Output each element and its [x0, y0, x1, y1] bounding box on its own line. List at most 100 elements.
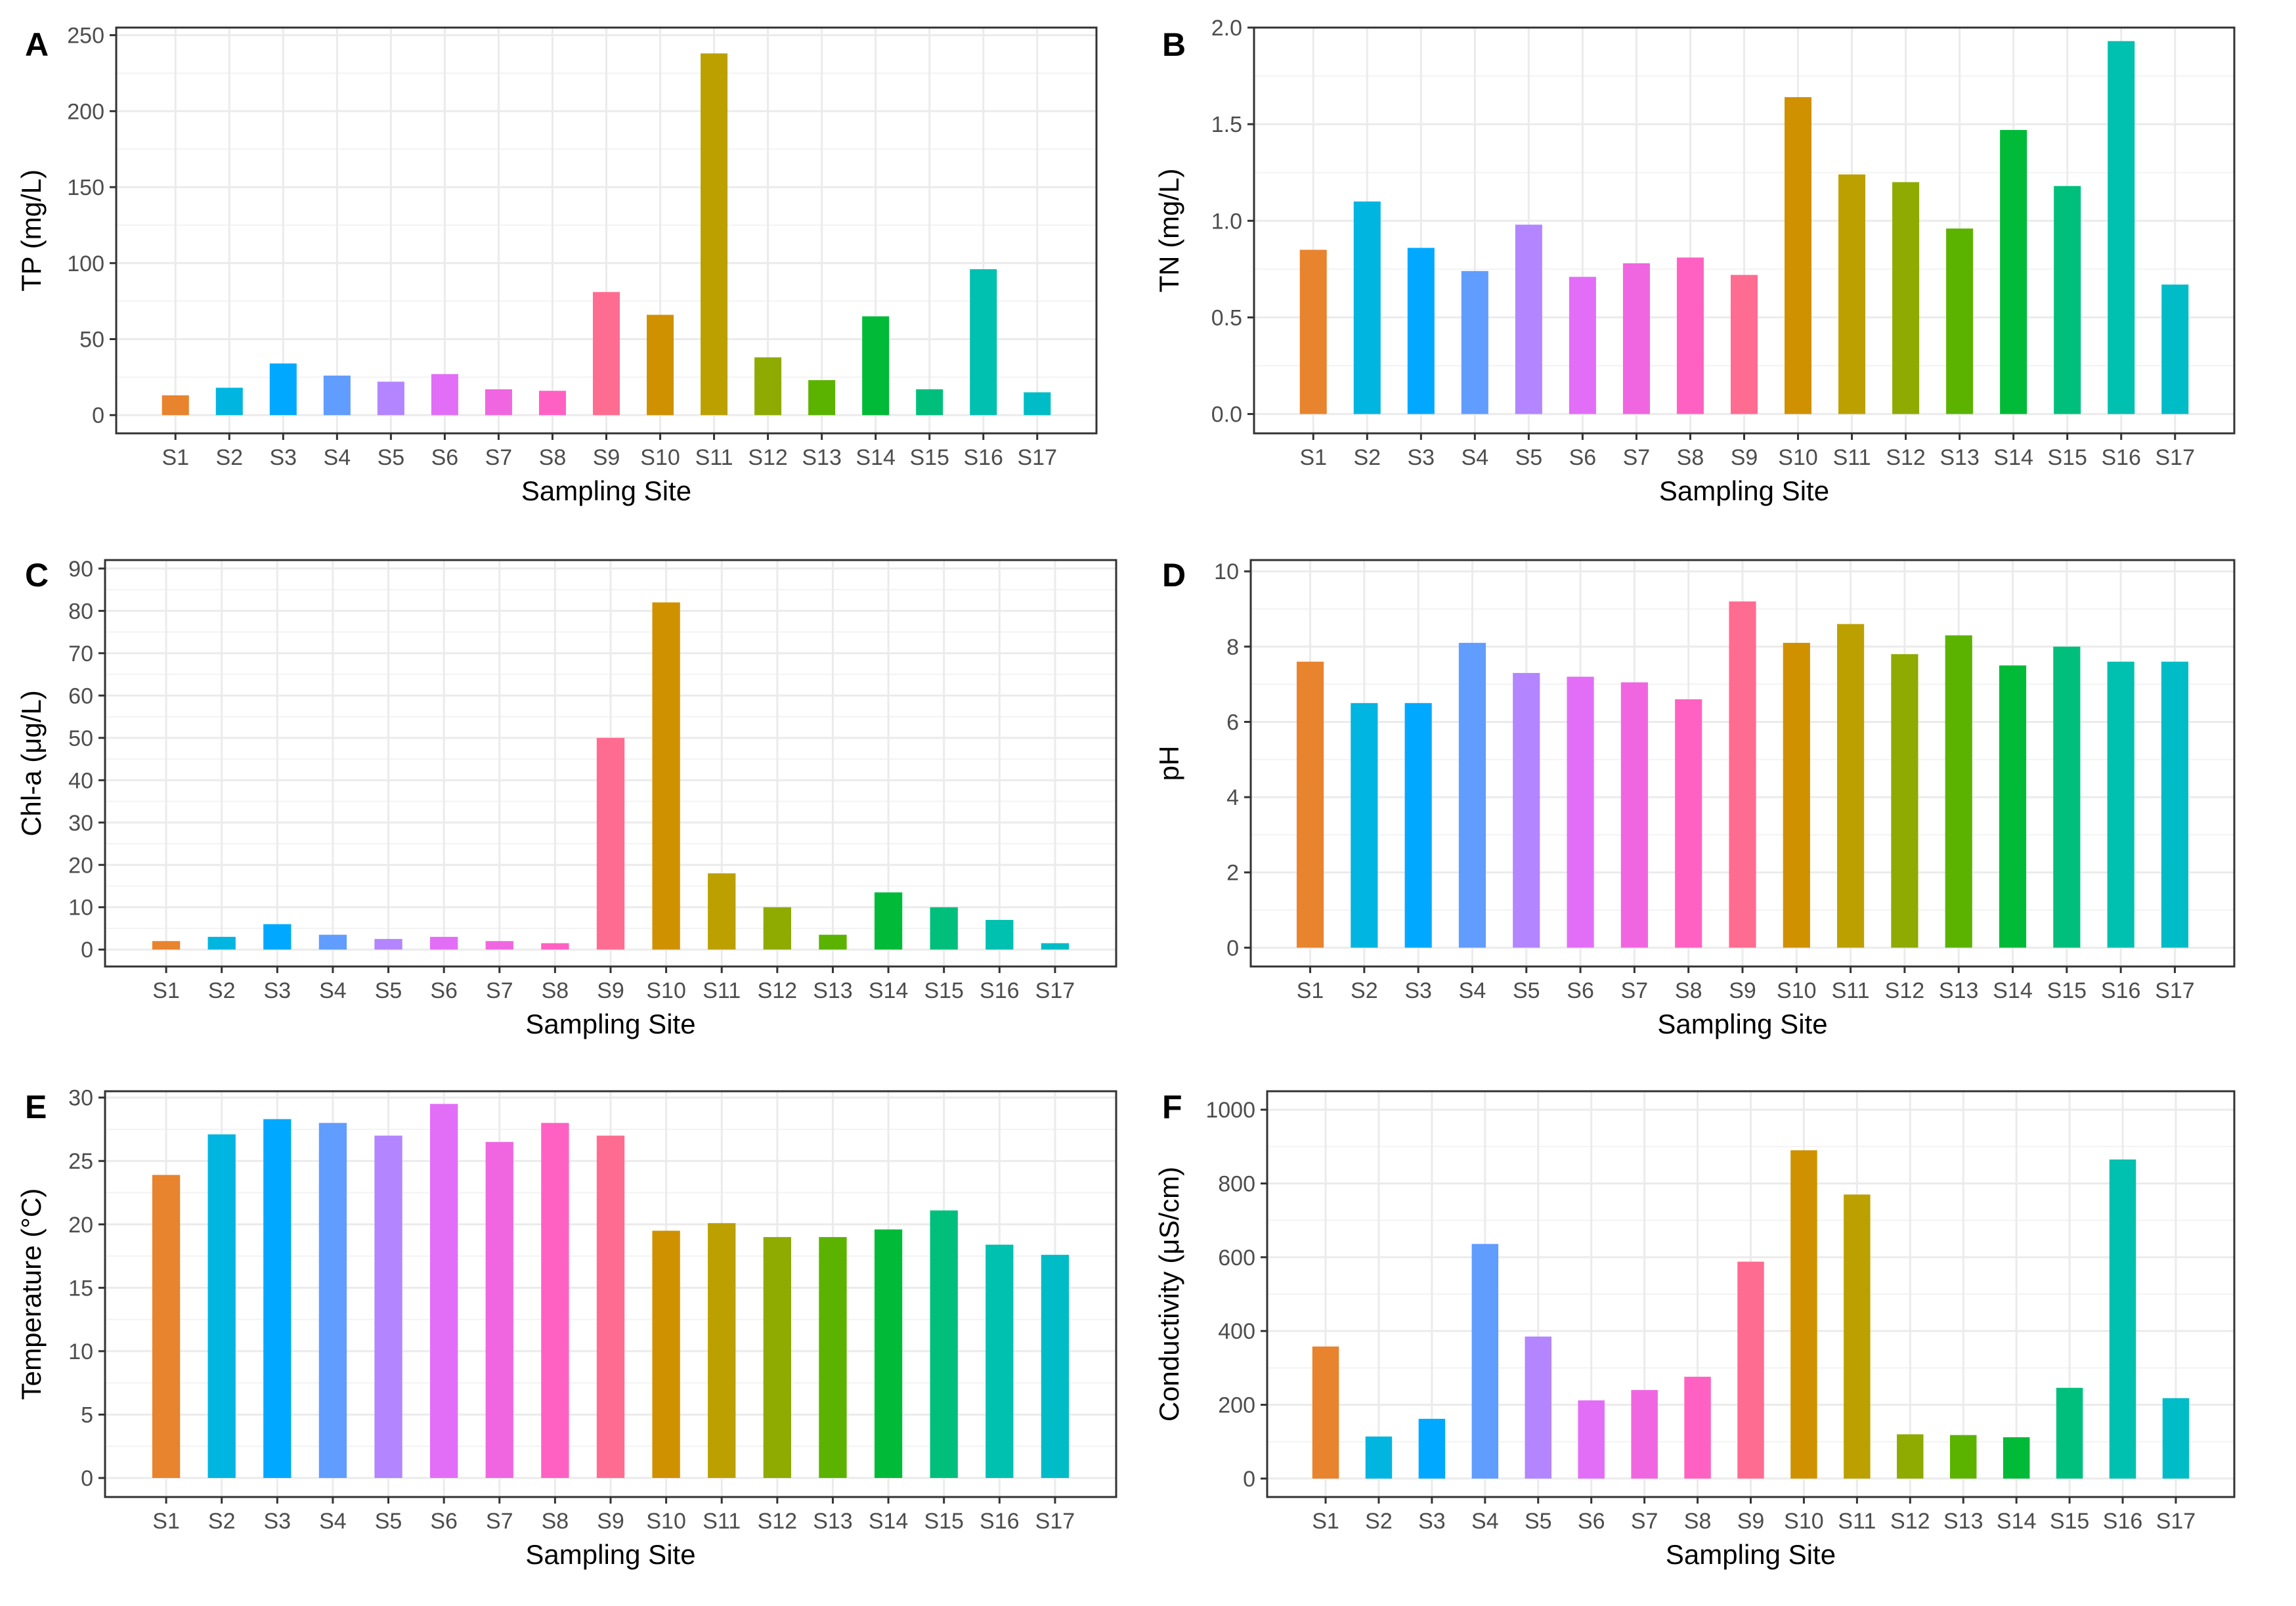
- panel-d-xtick-label-s6: S6: [1567, 978, 1594, 1003]
- panel-f-xtick-label-s1: S1: [1312, 1509, 1339, 1534]
- panel-c-bar-s12: [763, 907, 791, 950]
- panel-b-bar-s13: [1946, 228, 1974, 414]
- panel-a-bar-s8: [538, 391, 566, 416]
- panel-b-xtick-label-s5: S5: [1515, 445, 1543, 470]
- panel-c-ytick-label: 0: [81, 938, 93, 963]
- panel-d-bar-s7: [1620, 682, 1648, 948]
- panel-a-bar-s5: [377, 381, 404, 416]
- panel-c-ytick-label: 60: [68, 684, 93, 708]
- panel-e: 0 5 10 15 20 25 30 S1 S2 S3 S4 S5 S6 S7 S8 S9 S10 S11 S12 S…: [16, 1086, 1117, 1570]
- panel-d-bar-s15: [2053, 646, 2081, 948]
- panel-b-xtick-label-s9: S9: [1731, 445, 1758, 470]
- panel-a-bar-s6: [431, 374, 458, 416]
- panel-c-xtick-label-s2: S2: [208, 978, 236, 1003]
- panel-c-bar-s8: [541, 943, 569, 950]
- panel-f-xtick-label-s2: S2: [1365, 1509, 1393, 1534]
- panel-a-bar-s12: [754, 357, 782, 416]
- panel-a-letter: A: [25, 26, 49, 63]
- panel-a-bar-s13: [808, 380, 836, 416]
- panel-b-bar-s14: [2000, 129, 2027, 414]
- panel-f-ytick-label: 0: [1243, 1467, 1255, 1492]
- panel-c-bar-s13: [819, 934, 847, 950]
- panel-e-bar-s10: [652, 1230, 680, 1479]
- panel-e-ytick-label: 30: [68, 1086, 93, 1111]
- panel-a-ytick-label: 250: [67, 24, 104, 49]
- panel-b-xlabel: Sampling Site: [1659, 475, 1829, 506]
- panel-a-bar-s7: [485, 389, 512, 416]
- panel-c-xtick-label-s5: S5: [375, 978, 402, 1003]
- panel-f-xtick-label-s15: S15: [2050, 1509, 2090, 1534]
- panel-e-ytick-label: 15: [68, 1276, 93, 1301]
- panel-b-xtick-label-s14: S14: [1993, 445, 2033, 470]
- panel-d-bar-s9: [1729, 601, 1756, 948]
- panel-f-ylabel: Conductivity (μS/cm): [1154, 1167, 1184, 1422]
- panel-a-xtick-label-s8: S8: [539, 445, 567, 470]
- panel-a-xtick-label-s10: S10: [640, 445, 680, 470]
- panel-c-xtick-label-s7: S7: [486, 978, 513, 1003]
- panel-b-bar-s2: [1353, 201, 1381, 414]
- panel-c-bar-s14: [874, 892, 903, 950]
- panel-c-bar-s16: [986, 920, 1014, 950]
- panel-b-xtick-label-s10: S10: [1778, 445, 1818, 470]
- panel-e-bar-s17: [1041, 1255, 1070, 1479]
- panel-c: 0 10 20 30 40 50 60 70 80 90 S1 S2 S3 S4 S5 S6 S7 S8 S9 S10…: [16, 557, 1117, 1039]
- panel-f-ytick-label: 800: [1218, 1171, 1255, 1196]
- panel-a-bar-s11: [701, 53, 728, 416]
- panel-f-xtick-label-s12: S12: [1890, 1509, 1930, 1534]
- panel-d-ytick-label: 6: [1226, 710, 1239, 735]
- panel-b-bar-s9: [1730, 274, 1758, 414]
- panel-c-ytick-label: 30: [68, 811, 93, 836]
- panel-f-xtick-label-s4: S4: [1471, 1509, 1499, 1534]
- panel-a-bar-s14: [862, 316, 890, 416]
- panel-f-bar-s3: [1418, 1418, 1446, 1479]
- panel-b-bar-s6: [1569, 276, 1596, 414]
- panel-b-bar-s1: [1299, 250, 1327, 414]
- panel-e-xtick-label-s8: S8: [542, 1509, 569, 1534]
- panel-b-xtick-label-s16: S16: [2101, 445, 2141, 470]
- panel-a-xlabel: Sampling Site: [521, 475, 691, 506]
- panel-e-xtick-label-s11: S11: [703, 1509, 741, 1534]
- panel-f-bar-s10: [1790, 1150, 1817, 1479]
- panel-b-xtick-label-s1: S1: [1299, 445, 1327, 470]
- panel-a-bar-s4: [323, 376, 351, 416]
- panel-e-xtick-label-s7: S7: [486, 1509, 513, 1534]
- panel-a-bar-s1: [162, 395, 189, 416]
- panel-e-bar-s7: [485, 1142, 513, 1479]
- panel-c-xtick-label-s17: S17: [1035, 978, 1075, 1003]
- panel-d-xtick-label-s9: S9: [1729, 978, 1756, 1003]
- panel-a-bar-s3: [269, 363, 297, 416]
- panel-c-bar-s2: [207, 936, 236, 950]
- panel-a-xtick-label-s13: S13: [802, 445, 842, 470]
- panel-e-xtick-label-s9: S9: [597, 1509, 624, 1534]
- panel-d-ytick-label: 4: [1226, 785, 1239, 810]
- panel-b-bar-s12: [1892, 182, 1920, 414]
- panel-b-bar-s10: [1785, 97, 1812, 414]
- panel-b-bar-s8: [1676, 257, 1704, 414]
- panel-b-bar-s4: [1461, 271, 1488, 414]
- panel-c-xtick-label-s14: S14: [869, 978, 909, 1003]
- panel-e-ytick-label: 20: [68, 1213, 93, 1238]
- panel-d-letter: D: [1162, 557, 1186, 594]
- panel-a-bar-s10: [647, 315, 674, 416]
- panel-d-xtick-label-s17: S17: [2155, 978, 2195, 1003]
- panel-a-bar-s16: [970, 269, 997, 416]
- panel-f-bar-s17: [2162, 1398, 2190, 1479]
- panel-d-bar-s12: [1891, 654, 1918, 948]
- panel-b-xtick-label-s3: S3: [1408, 445, 1435, 470]
- panel-f-bar-s14: [2003, 1437, 2030, 1479]
- panel-b-xtick-label-s4: S4: [1462, 445, 1489, 470]
- panel-e-xtick-label-s12: S12: [758, 1509, 798, 1534]
- panel-d-xlabel: Sampling Site: [1657, 1009, 1827, 1039]
- panel-b-ytick-label: 0.0: [1211, 402, 1242, 427]
- panel-c-bar-s1: [152, 941, 181, 950]
- panel-d-xtick-label-s13: S13: [1939, 978, 1979, 1003]
- panel-a-xtick-label-s2: S2: [215, 445, 243, 470]
- panel-f-bar-s2: [1365, 1436, 1393, 1479]
- panel-f-ytick-label: 200: [1218, 1393, 1255, 1418]
- panel-b-ytick-label: 0.5: [1211, 305, 1242, 330]
- panel-e-xlabel: Sampling Site: [525, 1539, 695, 1570]
- panel-e-bar-s6: [430, 1104, 458, 1479]
- panel-d-bar-s5: [1513, 672, 1540, 948]
- panel-c-ytick-label: 20: [68, 853, 93, 878]
